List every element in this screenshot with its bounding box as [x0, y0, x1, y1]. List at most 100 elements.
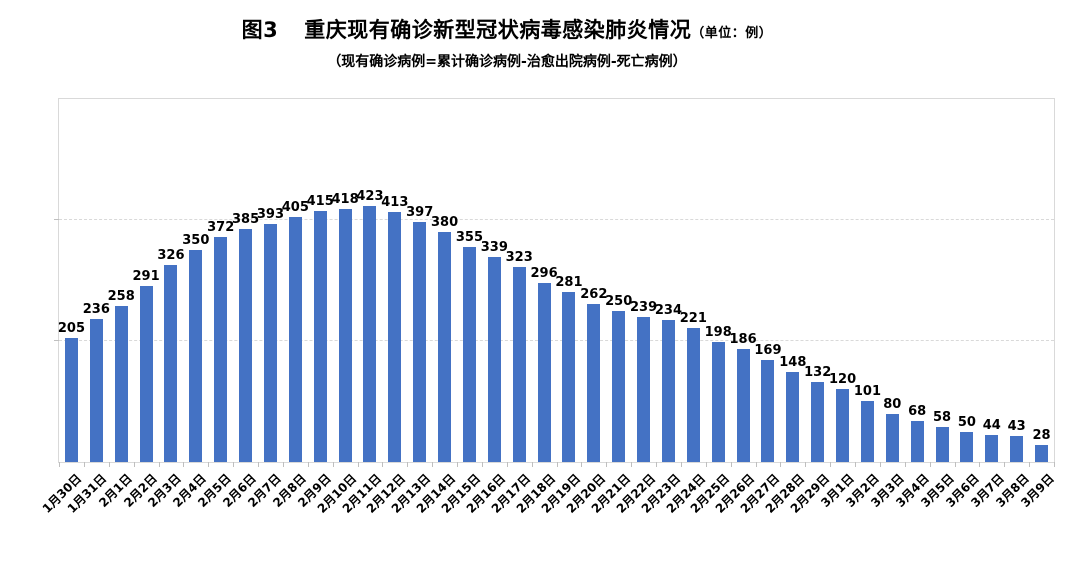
- bar: [985, 435, 999, 462]
- bar-value-label: 186: [729, 332, 757, 348]
- bar-slot: 415: [306, 99, 334, 462]
- bar-value-label: 68: [908, 403, 927, 419]
- bar-slot: 80: [880, 99, 905, 462]
- bar: [885, 413, 899, 462]
- bar-slot: 58: [930, 99, 955, 462]
- bar-slot: 198: [705, 99, 732, 462]
- figure-label: 图3: [241, 18, 279, 42]
- bar-value-label: 50: [957, 414, 976, 430]
- x-axis-tick: [755, 462, 757, 467]
- x-axis-tick: [730, 462, 732, 467]
- bar-value-label: 258: [107, 288, 135, 304]
- x-axis-tick: [382, 462, 384, 467]
- x-axis-tick: [506, 462, 508, 467]
- bar-slot: 68: [905, 99, 930, 462]
- y-axis-tick: [54, 219, 59, 220]
- bar-value-label: 296: [530, 265, 558, 281]
- x-axis-tick: [606, 462, 608, 467]
- bar-slot: 221: [679, 99, 707, 462]
- x-axis-tick: [183, 462, 185, 467]
- bar-value-label: 413: [381, 195, 409, 211]
- x-axis-tick: [1054, 462, 1055, 467]
- bar-slot: 186: [729, 99, 757, 462]
- bar-slot: 258: [107, 99, 135, 462]
- x-axis-tick: [855, 462, 856, 467]
- x-axis-tick: [332, 462, 334, 467]
- bar-value-label: 236: [82, 302, 110, 318]
- x-axis-tick: [1029, 462, 1031, 467]
- bar-slot: 296: [530, 99, 558, 462]
- bar-slot: 393: [257, 99, 284, 462]
- x-axis-tick: [457, 462, 458, 467]
- x-axis-tick: [531, 462, 533, 467]
- bar-value-label: 28: [1032, 428, 1051, 444]
- chart-title: 图3 重庆现有确诊新型冠状病毒感染肺炎情况（单位：例）: [0, 14, 1014, 44]
- bar-slot: 236: [82, 99, 110, 462]
- bar: [114, 305, 128, 462]
- bar-slot: 239: [630, 99, 657, 462]
- bar: [413, 221, 427, 462]
- bar: [239, 229, 253, 462]
- plot-area: 205 236 258 291 326 350 372 385 393 405 415 418 423 4…: [54, 98, 1055, 467]
- bar-value-label: 418: [331, 192, 359, 208]
- bar-slot: 423: [356, 99, 384, 462]
- x-axis-tick: [481, 462, 483, 467]
- x-axis-tick: [904, 462, 906, 467]
- bar-value-label: 221: [679, 311, 707, 327]
- bar-value-label: 169: [754, 342, 782, 358]
- bar: [64, 337, 78, 462]
- bar: [537, 282, 551, 462]
- bar-slot: 355: [456, 99, 483, 462]
- bar-slot: 291: [132, 99, 160, 462]
- x-axis-tick: [631, 462, 633, 467]
- x-axis-tick: [705, 462, 707, 467]
- bar: [313, 210, 327, 462]
- bar-slot: 262: [580, 99, 608, 462]
- bar-slot: 405: [281, 99, 309, 462]
- bar-slot: 413: [381, 99, 409, 462]
- y-axis-tick: [54, 340, 59, 341]
- bar: [562, 292, 576, 462]
- bar: [214, 236, 228, 462]
- x-axis-tick: [929, 462, 931, 467]
- bar-slot: 380: [431, 99, 458, 462]
- bar-value-label: 262: [580, 286, 608, 302]
- bar-value-label: 43: [1007, 419, 1026, 434]
- bar: [512, 266, 526, 462]
- bar-value-label: 80: [883, 396, 902, 412]
- gridline: [59, 219, 1054, 220]
- bar-value-label: 120: [828, 372, 857, 388]
- x-axis-tick: [133, 462, 135, 467]
- x-axis-tick: [407, 462, 409, 467]
- bar-slot: 281: [555, 99, 583, 462]
- bar-slot: 372: [207, 99, 235, 462]
- bar-slot: 28: [1029, 99, 1054, 462]
- bar: [189, 250, 203, 462]
- chart-title-text: 重庆现有确诊新型冠状病毒感染肺炎情况: [304, 18, 692, 42]
- x-axis-tick: [258, 462, 259, 467]
- bar-slot: 250: [605, 99, 633, 462]
- bar: [1010, 436, 1024, 462]
- bar-value-label: 101: [853, 383, 882, 399]
- bar-value-label: 423: [356, 189, 384, 205]
- bar: [910, 420, 924, 462]
- bar-value-label: 323: [505, 249, 533, 265]
- x-axis-tick: [979, 462, 981, 467]
- bar: [811, 382, 825, 462]
- bar-slot: 44: [979, 99, 1004, 462]
- bar-slot: 101: [853, 99, 882, 462]
- bar-slot: 397: [406, 99, 433, 462]
- bar: [487, 256, 501, 462]
- bar-slot: 323: [505, 99, 533, 462]
- bar-value-label: 250: [605, 293, 633, 309]
- bar-value-label: 372: [207, 219, 235, 235]
- bar-value-label: 405: [281, 199, 309, 215]
- bar: [462, 247, 476, 462]
- x-axis-tick: [879, 462, 881, 467]
- bar-value-label: 415: [306, 193, 334, 209]
- x-axis-tick: [307, 462, 309, 467]
- bar: [388, 212, 402, 462]
- x-axis-tick: [59, 462, 60, 467]
- bar-slot: 418: [331, 99, 359, 462]
- bar-slot: 385: [232, 99, 259, 462]
